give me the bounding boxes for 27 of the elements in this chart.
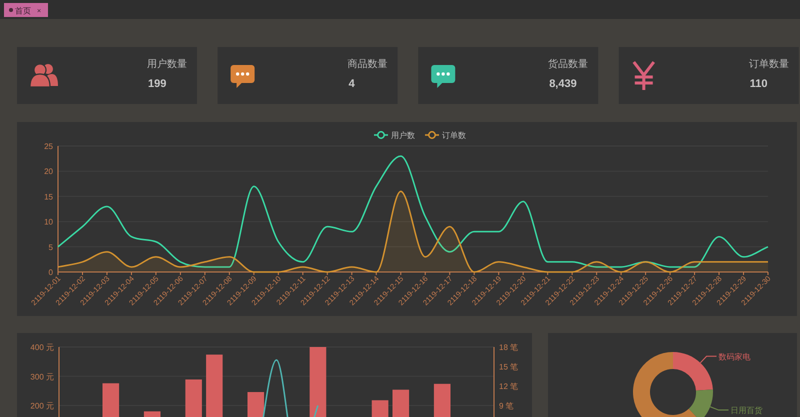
y-tick-label: 15 bbox=[44, 192, 54, 202]
text: 8,439 bbox=[549, 78, 577, 90]
y2-tick-label: 12 笔 bbox=[499, 382, 518, 391]
y2-tick-label: 9 笔 bbox=[499, 402, 514, 410]
y-tick-label: 200 元 bbox=[30, 402, 54, 410]
y-tick-label: 25 bbox=[44, 142, 54, 151]
slice-label: 数码家电 bbox=[718, 352, 751, 362]
slice-label: 日用百货 bbox=[730, 406, 763, 416]
y-tick-label: 5 bbox=[48, 242, 54, 252]
y-tick-label: 10 bbox=[44, 218, 54, 227]
category-label: 商品数量 bbox=[348, 58, 388, 70]
line-series bbox=[57, 155, 769, 268]
text: 4 bbox=[348, 78, 355, 90]
text: 110 bbox=[750, 78, 768, 90]
text: 199 bbox=[148, 78, 166, 90]
category-label: 订单数量 bbox=[748, 58, 789, 70]
y2-tick-label: 18 笔 bbox=[499, 343, 518, 352]
y-tick-label: 400 元 bbox=[30, 343, 54, 352]
y-tick-label: 20 bbox=[44, 167, 54, 176]
y-tick-label: 300 元 bbox=[30, 372, 54, 382]
legend-label: 订单数 bbox=[442, 131, 466, 140]
y2-tick-label: 15 笔 bbox=[499, 362, 518, 372]
y-tick-label: 0 bbox=[48, 268, 54, 277]
category-label: 货品数量 bbox=[548, 58, 588, 70]
category-label: 用户数量 bbox=[147, 58, 187, 70]
legend-label: 用户数 bbox=[391, 131, 415, 140]
text: 首页 bbox=[15, 6, 31, 16]
